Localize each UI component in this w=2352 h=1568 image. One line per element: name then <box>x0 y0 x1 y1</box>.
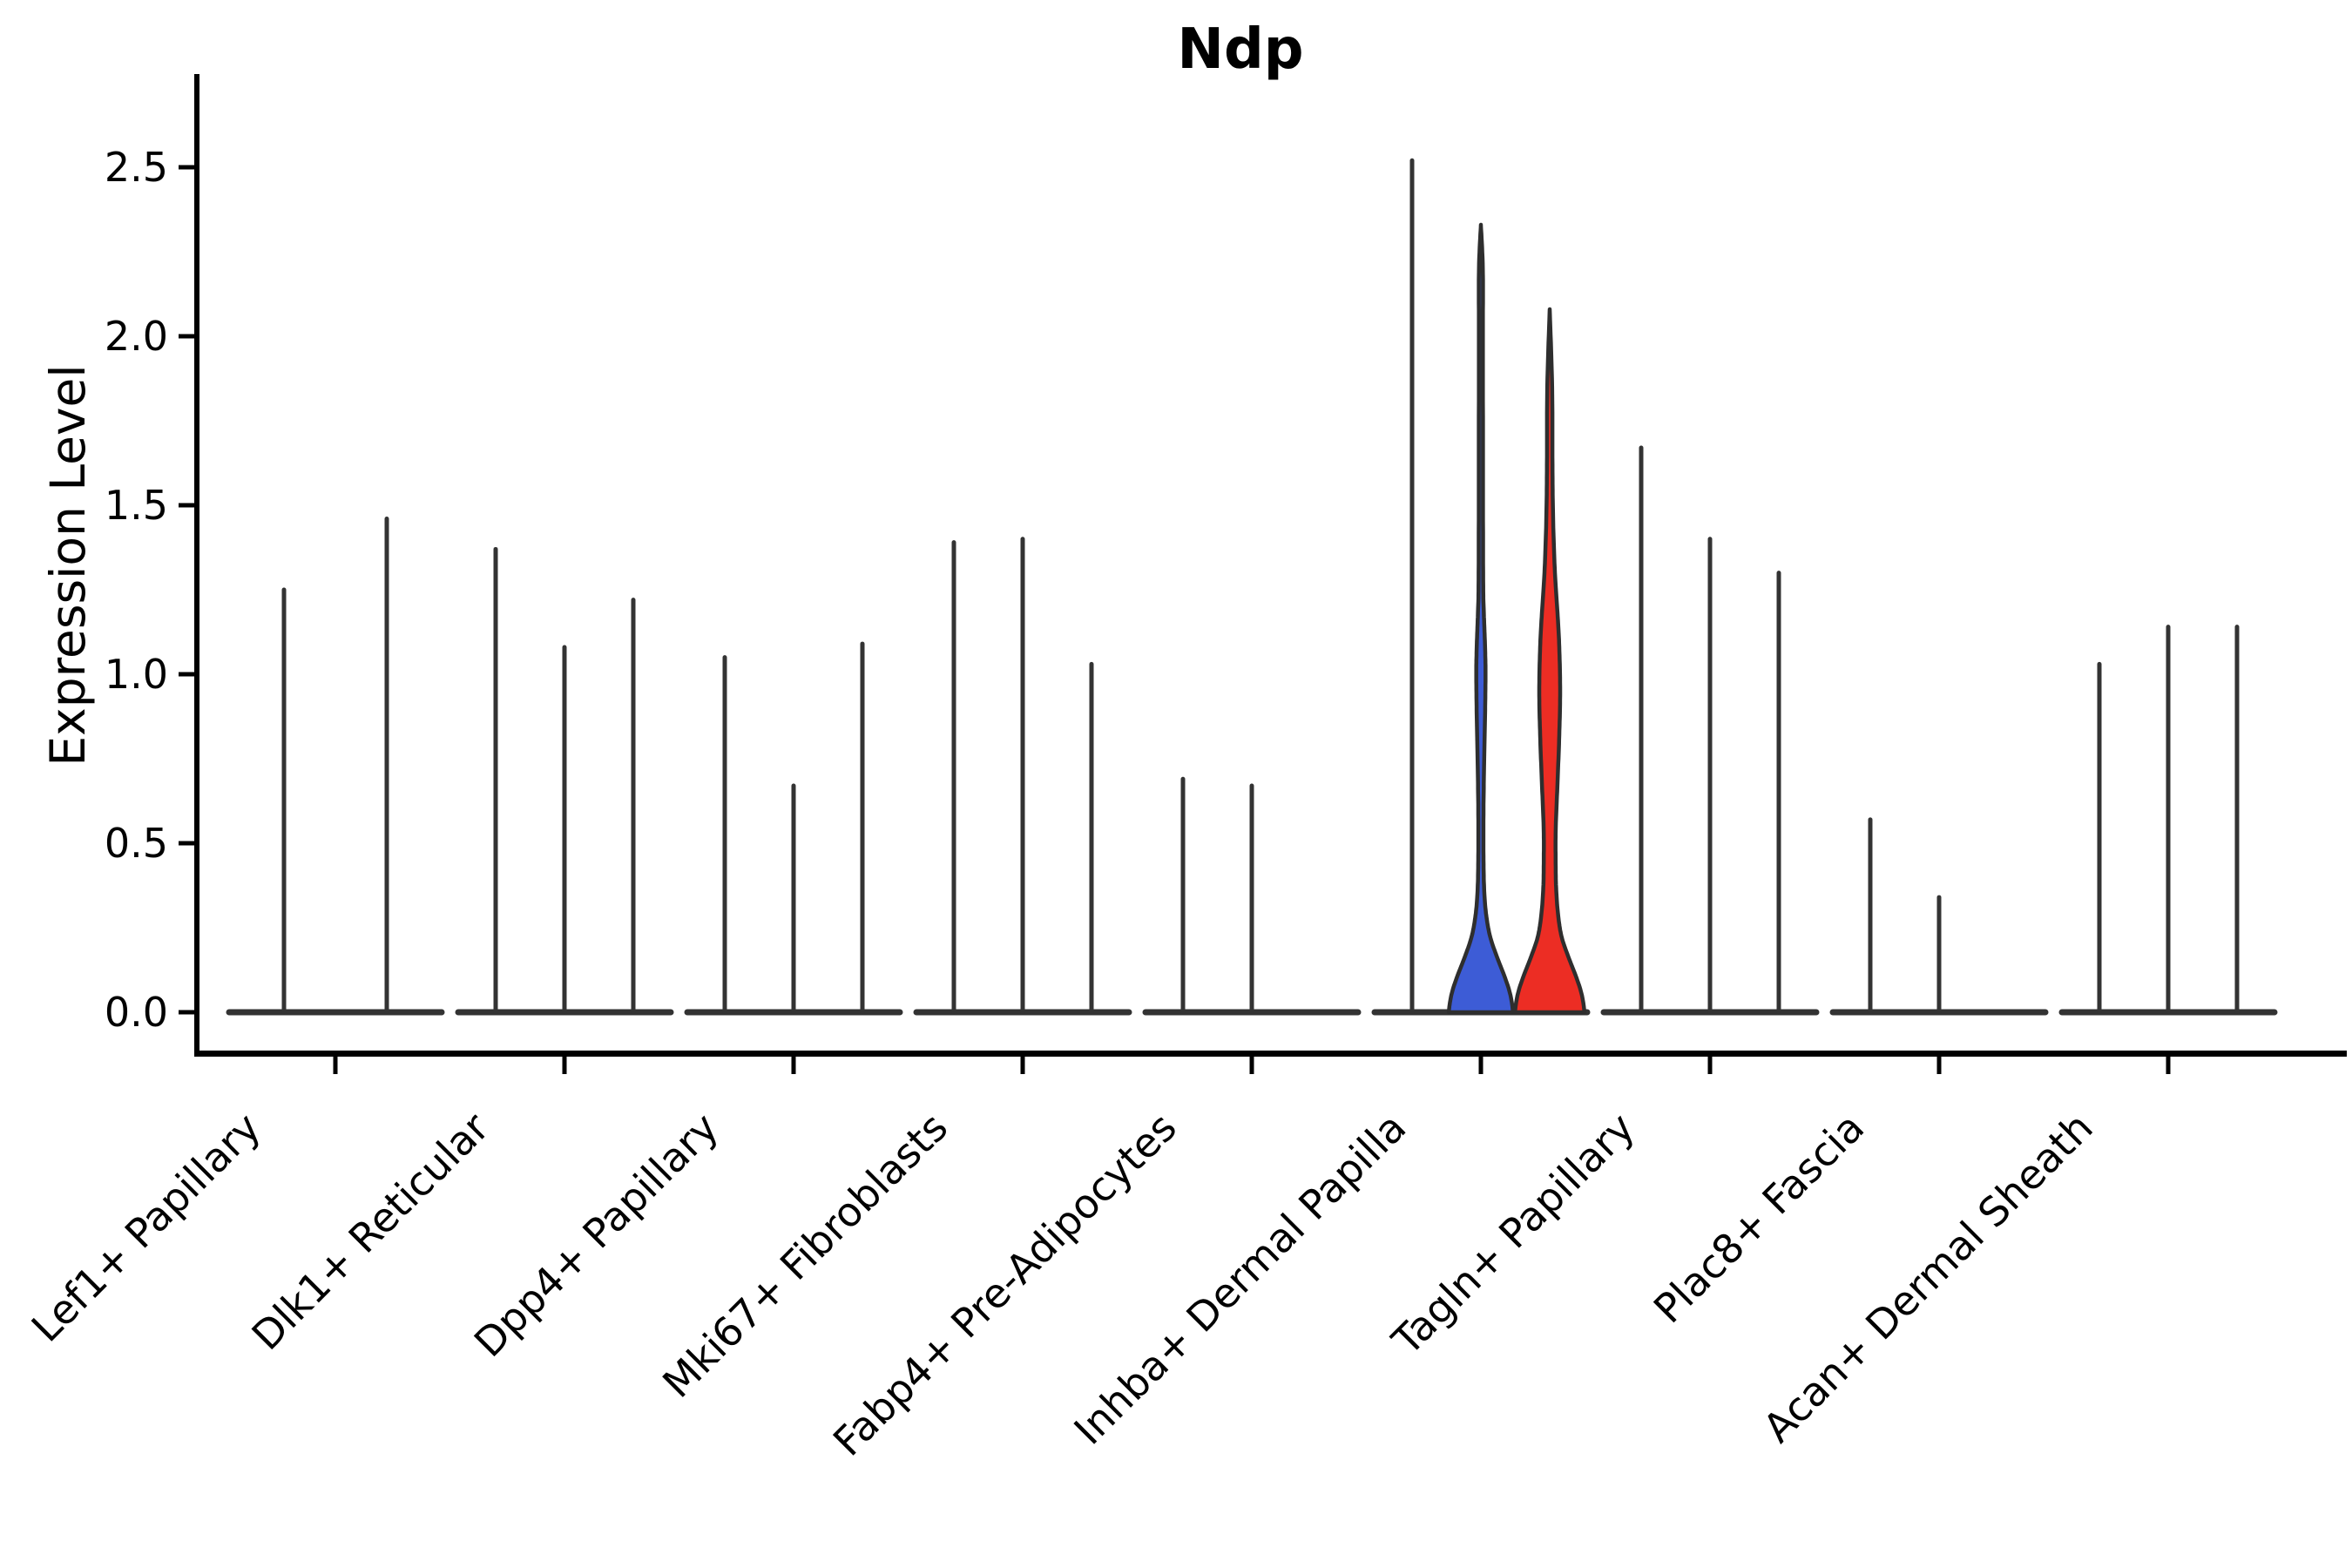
x-axis-spine <box>194 1051 2347 1057</box>
y-tick-label: 2.0 <box>104 313 168 360</box>
y-axis-label: Expression Level <box>40 364 96 767</box>
y-tick-label: 0.0 <box>104 989 168 1036</box>
violin-blue <box>1446 222 1516 1015</box>
y-axis-spine <box>194 74 199 1057</box>
violin-red <box>1512 307 1587 1015</box>
y-tick-label: 2.5 <box>104 144 168 191</box>
y-tick-label: 1.5 <box>104 482 168 529</box>
y-tick-label: 1.0 <box>104 651 168 698</box>
y-tick-label: 0.5 <box>104 820 168 867</box>
plot-title: Ndp <box>1177 17 1304 82</box>
